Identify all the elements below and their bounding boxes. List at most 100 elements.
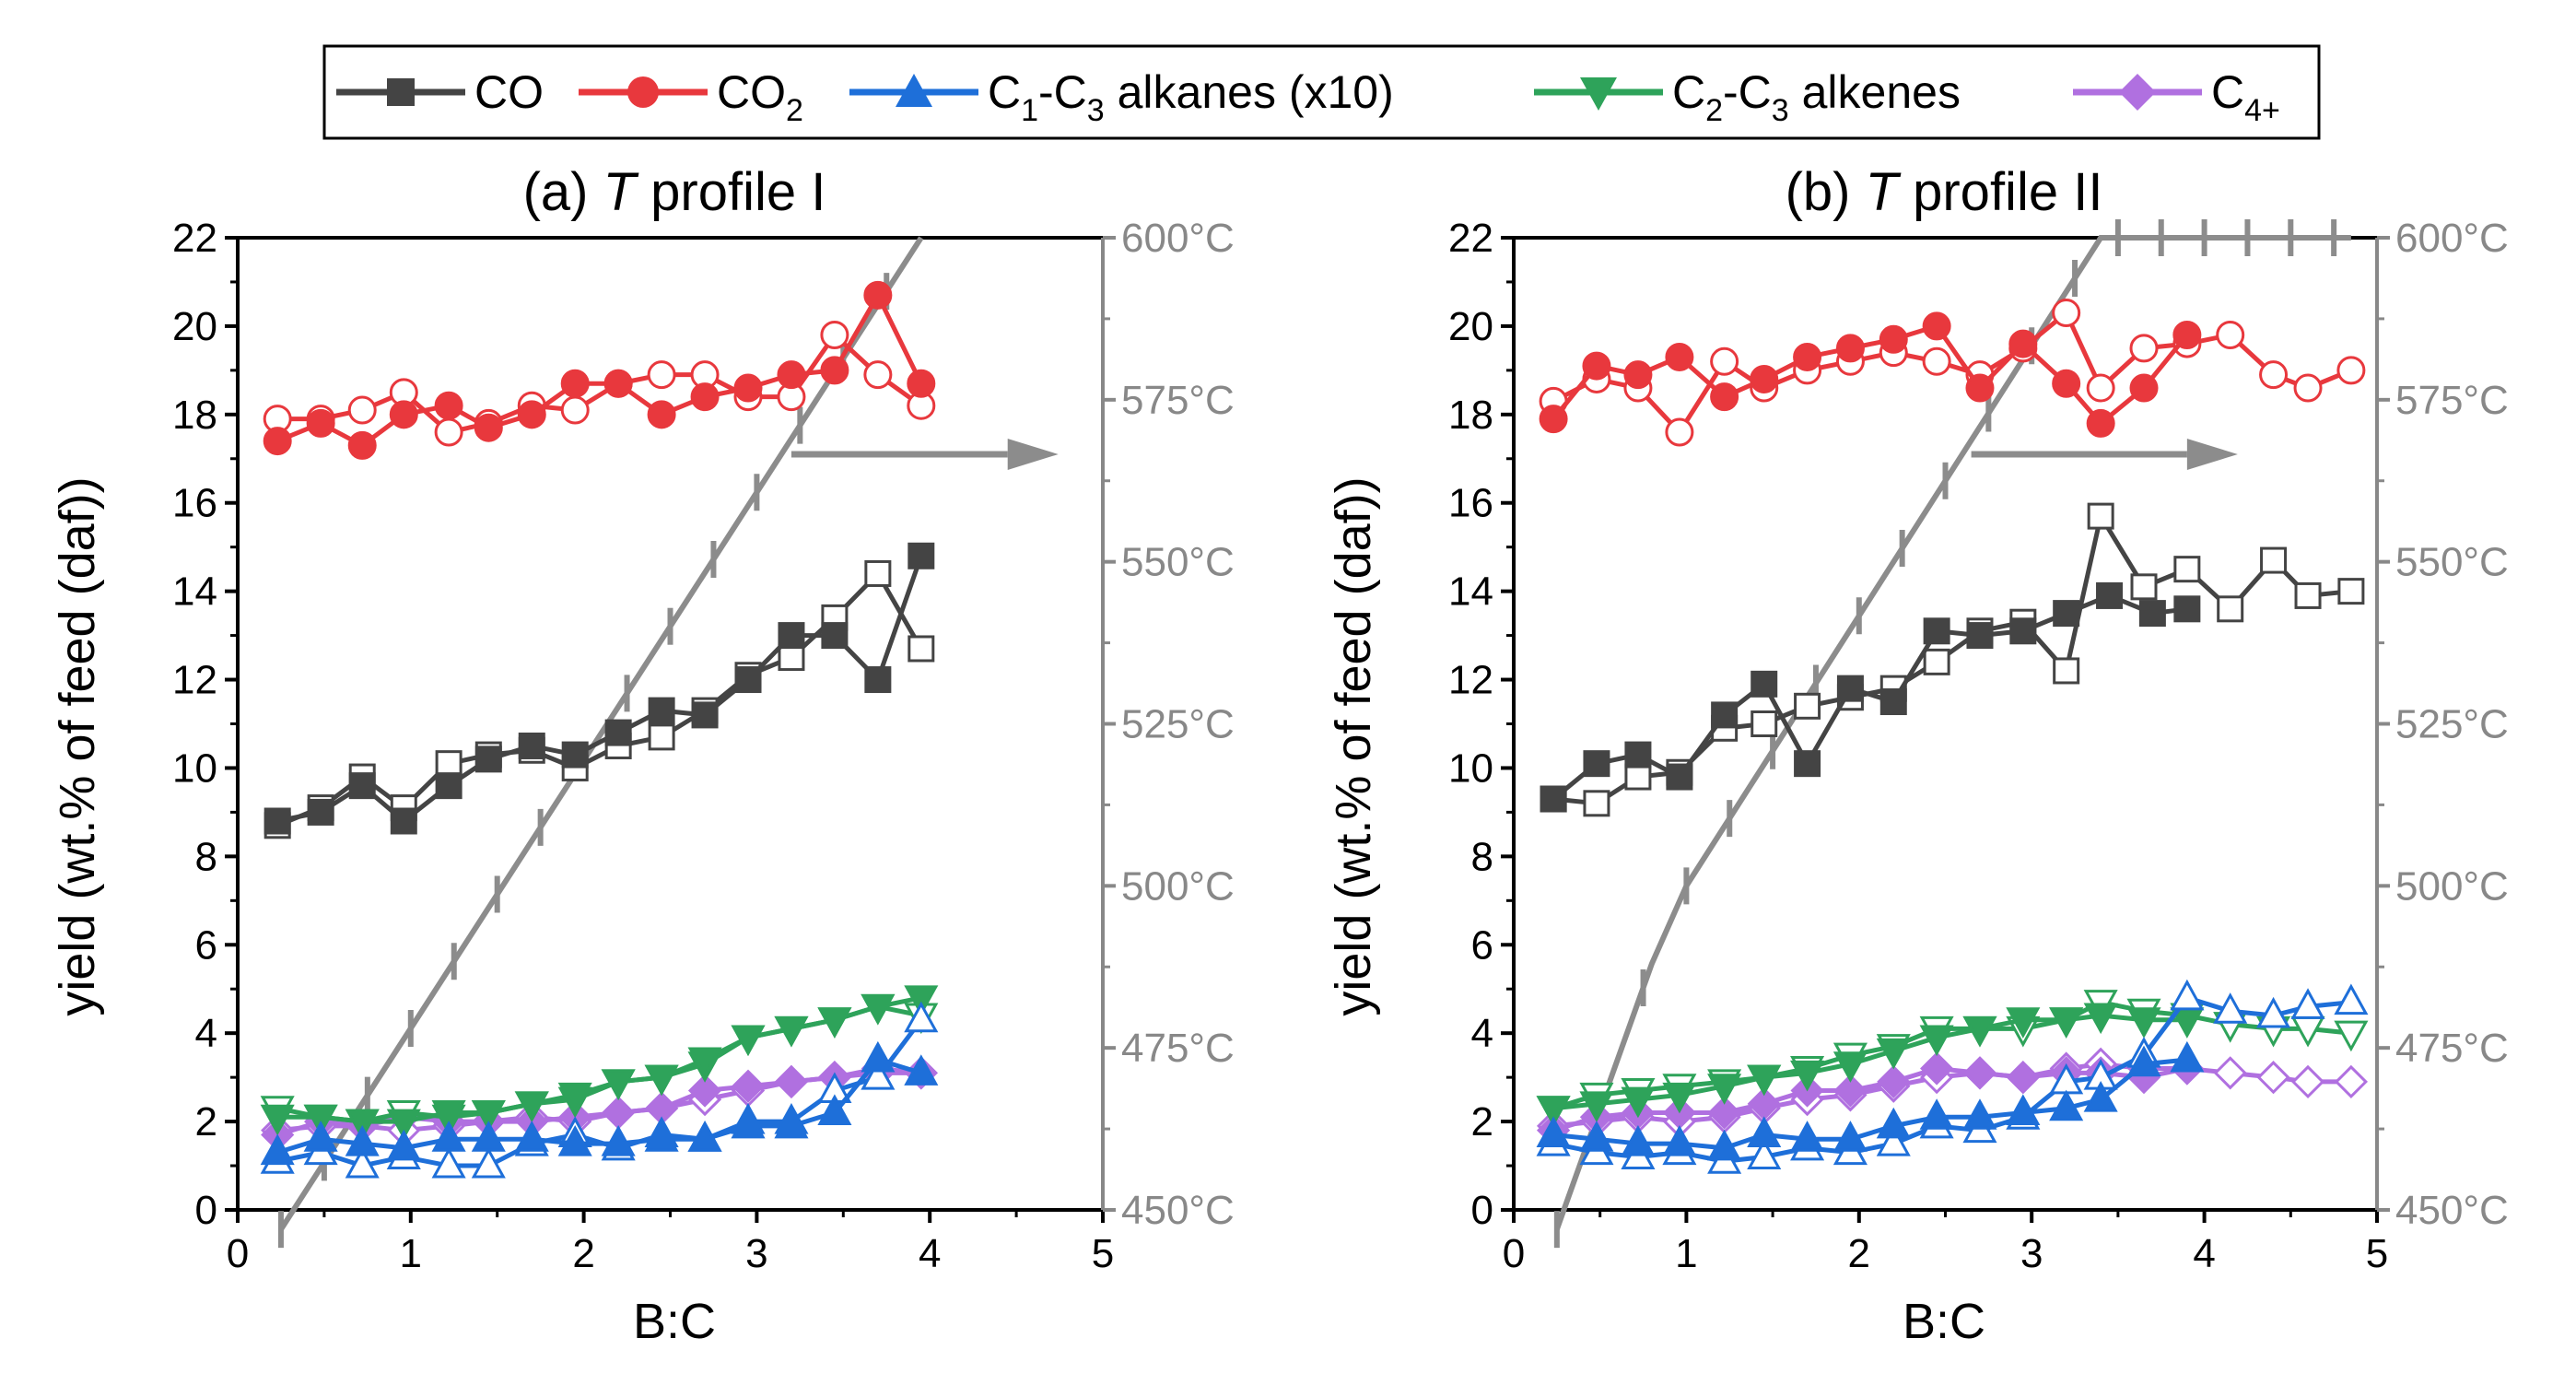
- panel-a-co2-filled-point: [347, 430, 377, 460]
- panel-a-ytick-label: 14: [172, 569, 217, 615]
- panel-a-ytick-label: 0: [195, 1188, 217, 1233]
- panel-b-co-open-point: [2217, 595, 2244, 623]
- panel-a-co2-filled-point: [777, 360, 806, 390]
- panel-b-c4-filled-point: [1962, 1056, 1997, 1090]
- panel-a-alkanes-filled-point: [861, 1040, 896, 1073]
- panel-b-co2-open-point: [2293, 373, 2323, 403]
- panel-b-ylabel: yield (wt.% of feed (daf)): [1326, 476, 1381, 1015]
- panel-a-temp-tick-label: 575°C: [1121, 378, 1235, 423]
- panel-b-alkenes-filled-point: [1876, 1038, 1911, 1070]
- panel-a-alkenes-filled-point: [861, 993, 896, 1026]
- panel-b-alkenes-filled-point: [1579, 1091, 1614, 1123]
- panel-b-co-open-point: [1583, 790, 1610, 817]
- panel-a-alkenes-filled-point: [260, 1104, 295, 1136]
- panel-a-alkenes-filled-line: [277, 995, 922, 1124]
- panel-b-alkanes-filled-point: [1579, 1121, 1614, 1152]
- panel-a-alkenes-filled-point: [731, 1025, 766, 1057]
- panel-b-alkanes-filled-point: [1919, 1098, 1954, 1130]
- panel-b-ytick-label: 12: [1448, 658, 1493, 703]
- panel-b-alkenes-filled-point: [1832, 1051, 1868, 1083]
- panel-b-co2-open-point: [2052, 299, 2081, 328]
- panel-a-alkenes-filled-point: [904, 985, 939, 1016]
- panel-b-c4-filled-point: [1877, 1064, 1911, 1099]
- panel-b-alkanes-filled-point: [1536, 1116, 1571, 1147]
- panel-a-co-filled-point: [734, 666, 762, 694]
- legend-label-co: CO: [474, 66, 544, 118]
- panel-b-alkanes-filled-point: [1962, 1098, 1997, 1130]
- panel-b-co-filled-point: [1583, 750, 1610, 778]
- panel-a-alkanes-filled-point: [817, 1094, 852, 1125]
- panel-a-ytick-label: 22: [172, 216, 217, 261]
- panel-a-co-open-point: [907, 635, 935, 663]
- panel-b-co-open-point: [1751, 710, 1778, 737]
- legend-item-alkenes: C2-C3 alkenes: [1534, 66, 1961, 128]
- panel-a-alkenes-filled-point: [644, 1064, 679, 1097]
- panel-b-alkenes-filled-line: [1552, 1013, 2187, 1111]
- panel-a-xtick-label: 3: [745, 1231, 767, 1276]
- panel-a-co-filled-line: [276, 555, 924, 824]
- panel-b-co-open-point: [2337, 578, 2365, 605]
- panel-a-alkanes-filled-point: [644, 1121, 679, 1152]
- panel-b-temp-tick-label: 475°C: [2395, 1026, 2509, 1071]
- panel-b-co-filled-point: [1624, 741, 1652, 769]
- panel-a-temp-axis-arrowhead: [1007, 438, 1059, 470]
- panel-b-co-open-point: [1794, 692, 1821, 720]
- panel-a-co-filled-point: [561, 741, 589, 769]
- panel-a-ytick-label: 10: [172, 745, 217, 791]
- panel-b-ytick-label: 0: [1471, 1188, 1493, 1233]
- panel-a-ytick-label: 8: [195, 834, 217, 879]
- panel-a-c4-filled-point: [687, 1074, 722, 1108]
- panel-a-co-filled-point: [907, 542, 935, 569]
- panel-b-c4-open-point: [2256, 1061, 2290, 1095]
- panel-a-alkanes-filled-point: [431, 1121, 466, 1152]
- panel-b-co2-filled-point: [1750, 364, 1779, 393]
- panel-b-co2-open-point: [2129, 334, 2159, 363]
- panel-a-ylabel: yield (wt.% of feed (daf)): [50, 476, 105, 1015]
- panel-b-temp-tick-label: 550°C: [2395, 540, 2509, 585]
- panel-a-temperature-profile: [278, 236, 924, 1231]
- panel-a-ytick-label: 12: [172, 658, 217, 703]
- panel-b-ytick-label: 22: [1448, 216, 1493, 261]
- panel-a-alkanes-filled-point: [687, 1121, 722, 1152]
- legend-marker-alkanes: [896, 74, 932, 107]
- panel-a-co2-filled-point: [474, 413, 503, 442]
- panel-a-co2-filled-line: [276, 292, 924, 448]
- panel-a-co2-open-point: [820, 321, 849, 349]
- panel-b-title: (b) T profile II: [1786, 162, 2103, 222]
- panel-a-co2-filled-point: [863, 280, 893, 310]
- panel-a-alkenes-filled-point: [601, 1069, 636, 1101]
- panel-a-ytick-label: 6: [195, 922, 217, 968]
- panel-b-co-filled-point: [1966, 622, 1994, 650]
- panel-a-ytick-label: 18: [172, 393, 217, 438]
- panel-b-co-filled-point: [1666, 763, 1693, 791]
- panel-b-alkanes-open-point: [2213, 992, 2248, 1024]
- panel-b-ytick-label: 20: [1448, 304, 1493, 349]
- panel-b-co2-open-point: [2086, 373, 2115, 403]
- panel-a-co-filled-point: [778, 622, 805, 650]
- panel-a-alkanes-filled-point: [345, 1124, 380, 1156]
- panel-b-ytick-label: 2: [1471, 1099, 1493, 1144]
- panel-b-alkenes-filled-point: [2006, 1007, 2041, 1039]
- panel-b-ytick-label: 14: [1448, 569, 1493, 615]
- panel-b-alkanes-filled-point: [1707, 1129, 1742, 1161]
- panel-b-co-filled-point: [1879, 688, 1907, 716]
- panel-b-alkenes-filled-point: [1919, 1025, 1954, 1057]
- panel-b-co2-filled-point: [1879, 324, 1908, 354]
- panel-a-alkanes-filled-point: [303, 1121, 338, 1152]
- panel-a-co2-open-point: [347, 395, 377, 425]
- panel-b-co2-open-point: [1922, 346, 1951, 376]
- panel-b-co2-filled-point: [1539, 405, 1568, 434]
- panel-a-co2-filled-point: [820, 356, 849, 385]
- panel-a-co-filled-point: [691, 701, 719, 729]
- panel-b-xlabel: B:C: [1903, 1294, 1985, 1349]
- panel-a-alkenes-filled-point: [817, 1007, 852, 1039]
- panel-b-alkanes-open-point: [2256, 996, 2291, 1028]
- panel-a-alkanes-open-point: [345, 1146, 380, 1179]
- panel-b-c4-filled-line: [1552, 1066, 2188, 1133]
- panel-b-temp-tick-label: 500°C: [2395, 863, 2509, 909]
- panel-b-alkenes-filled-point: [2083, 1003, 2118, 1035]
- panel-b-co2-filled-point: [1582, 351, 1611, 381]
- panel-b-temp-tick-label: 525°C: [2395, 702, 2509, 747]
